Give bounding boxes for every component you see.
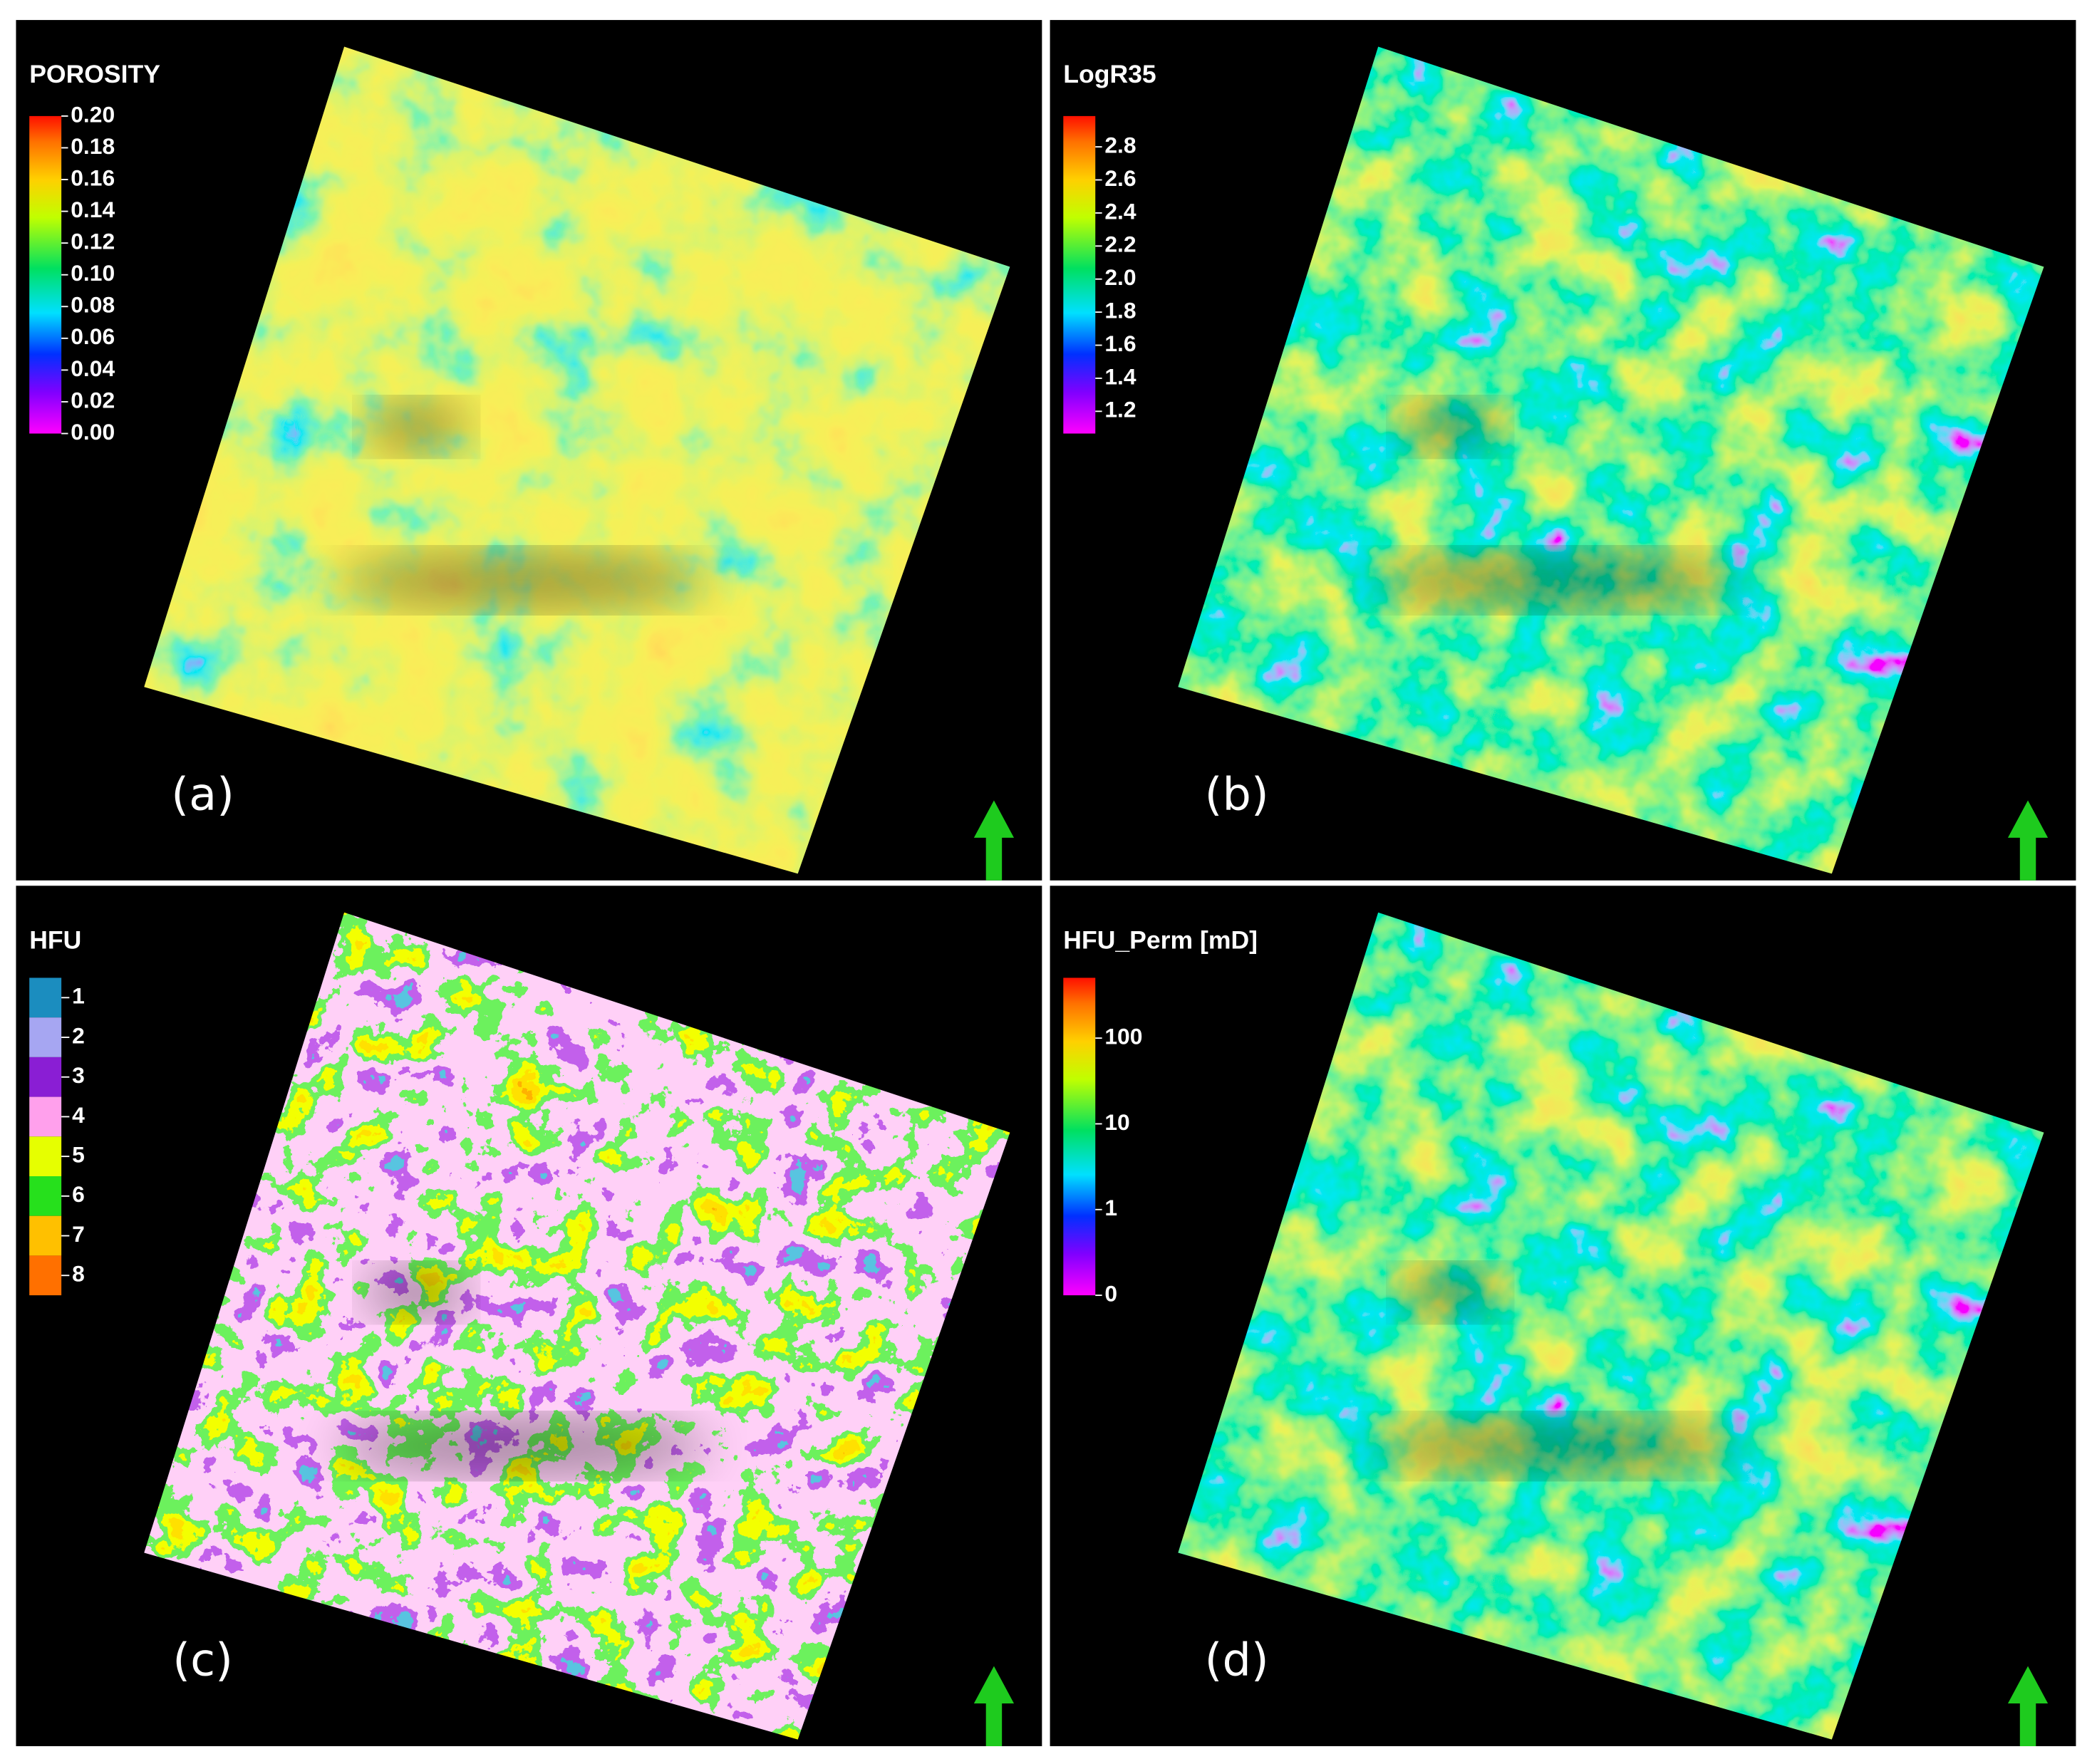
legend-swatch <box>29 1096 62 1137</box>
legend-title: HFU_Perm [mD] <box>1063 925 1258 954</box>
legend-swatch <box>29 1057 62 1097</box>
tick-label: 2.0 <box>1104 264 1136 290</box>
legend-label: 1 <box>72 983 85 1009</box>
map-shade <box>336 551 710 610</box>
tick-label: 1.4 <box>1104 363 1136 389</box>
tick-label: 0.20 <box>71 101 115 127</box>
legend-label: 2 <box>72 1022 85 1048</box>
north-arrow <box>973 1666 1015 1746</box>
panel-label: (d) <box>1205 1634 1269 1687</box>
panel: HFU 1 2 3 4 5 6 7 8 (c) <box>16 886 1042 1746</box>
tick-label: 0.04 <box>71 356 115 381</box>
legend-swatch <box>29 1136 62 1176</box>
tick-label: 0.08 <box>71 292 115 318</box>
figure-content: POROSITY 0.20 0.18 0.16 0.14 0.12 0.10 0.08 0.06… <box>16 20 2076 1746</box>
tick-label: 1 <box>1104 1195 1117 1220</box>
legend-label: 3 <box>72 1062 85 1088</box>
legend-swatch <box>29 1176 62 1216</box>
legend-swatch <box>29 1255 62 1296</box>
tick-label: 1.6 <box>1104 331 1136 356</box>
tick-label: 1.8 <box>1104 298 1136 323</box>
panel: LogR35 2.8 2.6 2.4 2.2 2.0 1.8 1.6 1.4 1.2 (b) <box>1050 20 2076 881</box>
tick-label: 10 <box>1104 1109 1129 1135</box>
tick-label: 2.2 <box>1104 232 1136 257</box>
legend-label: 8 <box>72 1261 85 1287</box>
legend-swatch <box>29 977 62 1018</box>
north-arrow <box>2007 1666 2049 1746</box>
map-shade <box>1397 1265 1504 1319</box>
tick-label: 2.6 <box>1104 165 1136 191</box>
legend-label: 6 <box>72 1181 85 1207</box>
tick-label: 0.02 <box>71 387 115 413</box>
map-shade <box>1369 1416 1744 1475</box>
panel: POROSITY 0.20 0.18 0.16 0.14 0.12 0.10 0.08 0.06… <box>16 20 1042 881</box>
legend-title: POROSITY <box>29 60 160 88</box>
tick-label: 1.2 <box>1104 397 1136 422</box>
tick-label: 0.06 <box>71 323 115 349</box>
panel-label: (a) <box>171 769 234 821</box>
tick-label: 0.12 <box>71 229 115 254</box>
tick-label: 0.00 <box>71 419 115 445</box>
north-arrow <box>973 800 1015 881</box>
colorbar <box>1063 977 1096 1296</box>
tick-label: 0 <box>1104 1281 1117 1307</box>
tick-label: 0.16 <box>71 165 115 190</box>
legend-label: 5 <box>72 1142 85 1168</box>
tick-label: 2.4 <box>1104 198 1136 224</box>
tick-label: 100 <box>1104 1024 1142 1049</box>
legend-label: 7 <box>72 1221 85 1247</box>
map-shade <box>363 1265 470 1319</box>
tick-label: 0.14 <box>71 197 115 222</box>
legend-title: LogR35 <box>1063 60 1156 88</box>
tick-label: 0.18 <box>71 133 115 159</box>
map-shade <box>1369 551 1744 610</box>
colorbar <box>1063 115 1096 434</box>
north-arrow <box>2007 800 2049 881</box>
colorbar <box>29 115 62 434</box>
map-shade <box>363 400 470 454</box>
tick-label: 2.8 <box>1104 133 1136 158</box>
legend-swatch <box>29 1017 62 1057</box>
map-shade <box>1397 400 1504 454</box>
legend-title: HFU <box>29 925 81 954</box>
map-shade <box>336 1416 710 1475</box>
legend-label: 4 <box>72 1102 85 1128</box>
legend-swatch <box>29 1215 62 1256</box>
panel-label: (b) <box>1205 769 1269 821</box>
panel-label: (c) <box>172 1634 233 1687</box>
tick-label: 0.10 <box>71 260 115 286</box>
